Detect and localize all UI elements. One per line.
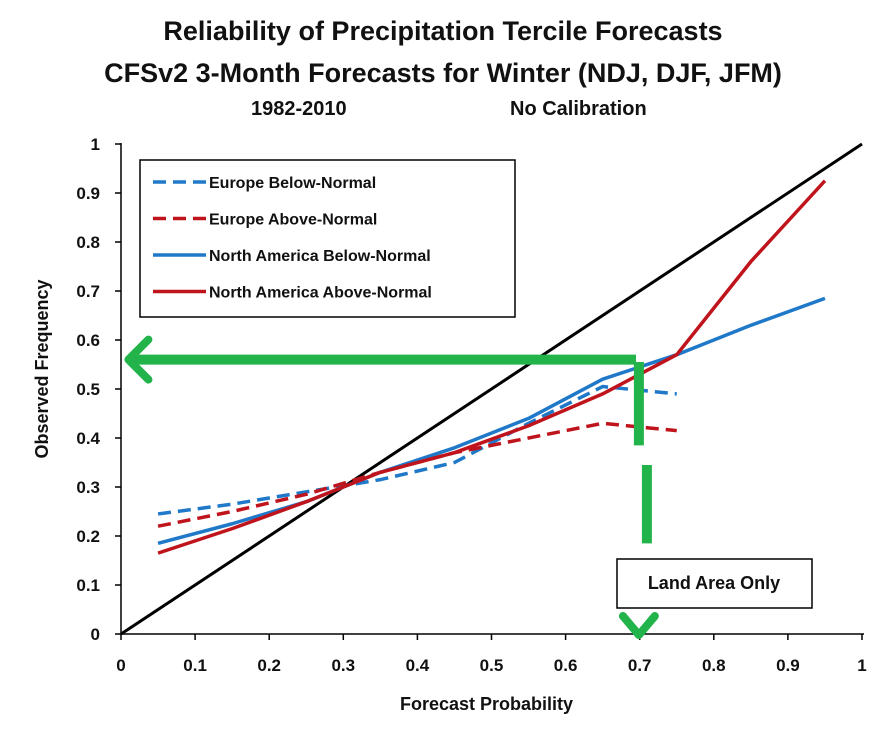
x-tick-label: 0.4 xyxy=(406,656,430,675)
x-tick-label: 0.6 xyxy=(554,656,578,675)
x-tick-label: 0.5 xyxy=(480,656,504,675)
y-tick-label: 0.2 xyxy=(76,527,100,546)
x-tick-label: 0 xyxy=(116,656,125,675)
y-tick-label: 0.4 xyxy=(76,429,100,448)
y-tick-label: 0.6 xyxy=(76,331,100,350)
y-tick-label: 1 xyxy=(91,135,100,154)
perfect-reliability-line xyxy=(120,142,863,636)
x-tick-label: 0.1 xyxy=(183,656,207,675)
y-tick-label: 0.3 xyxy=(76,478,100,497)
x-axis-title: Forecast Probability xyxy=(400,694,573,714)
note-box xyxy=(616,558,813,609)
series-line-4 xyxy=(157,179,827,555)
legend-label-4: North America Above-Normal xyxy=(209,285,432,302)
legend-label-1: Europe Below-Normal xyxy=(209,175,376,192)
note-text: Land Area Only xyxy=(648,573,780,593)
x-tick-label: 0.8 xyxy=(702,656,726,675)
x-tick-label: 0.7 xyxy=(628,656,652,675)
legend-label-2: Europe Above-Normal xyxy=(209,212,377,229)
x-tick-label: 0.3 xyxy=(331,656,355,675)
y-tick-label: 0.7 xyxy=(76,282,100,301)
y-tick-label: 0.5 xyxy=(76,380,100,399)
x-tick-label: 1 xyxy=(857,656,866,675)
y-tick-label: 0.1 xyxy=(76,576,100,595)
chart-calibration: No Calibration xyxy=(510,98,647,120)
y-tick-label: 0.9 xyxy=(76,184,100,203)
chart-subtitle: CFSv2 3-Month Forecasts for Winter (NDJ,… xyxy=(104,58,782,88)
chart-period: 1982-2010 xyxy=(251,98,347,120)
vertical-arrow-head xyxy=(618,612,659,639)
y-tick-label: 0 xyxy=(91,625,100,644)
chart-title: Reliability of Precipitation Tercile For… xyxy=(163,16,723,46)
y-axis-title: Observed Frequency xyxy=(32,279,52,458)
y-tick-label: 0.8 xyxy=(76,233,100,252)
x-tick-label: 0.9 xyxy=(776,656,800,675)
x-tick-label: 0.2 xyxy=(257,656,281,675)
horizontal-arrow-head xyxy=(124,335,153,384)
series-line-1 xyxy=(157,384,677,516)
series-line-3 xyxy=(157,296,826,546)
legend-label-3: North America Below-Normal xyxy=(209,248,431,265)
